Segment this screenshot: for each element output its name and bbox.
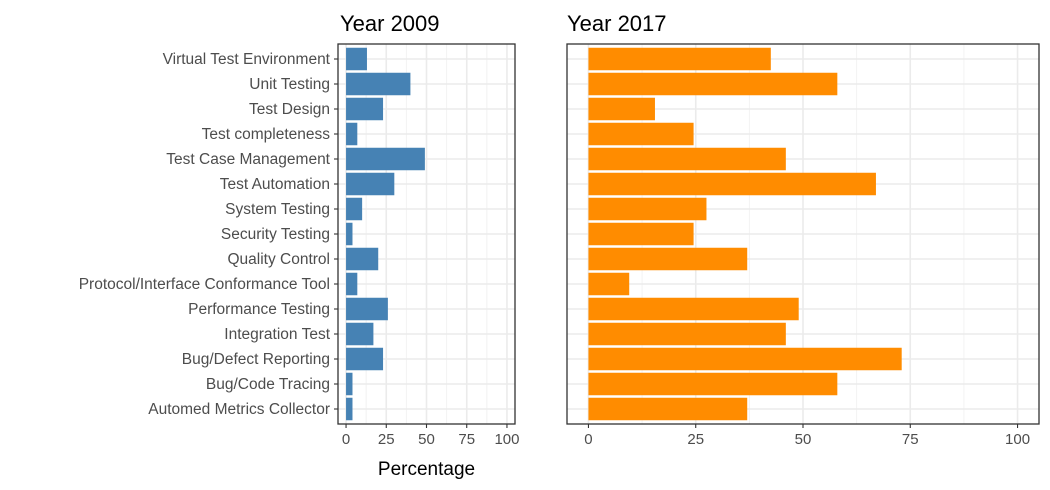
bar [346, 172, 395, 196]
bar [346, 372, 353, 396]
x-tick-label: 100 [494, 431, 519, 448]
category-label: Security Testing [221, 226, 330, 243]
bar [588, 72, 838, 96]
bar [346, 397, 353, 421]
chart-title: Year 2017 [567, 11, 667, 36]
x-tick-label: 75 [902, 431, 919, 448]
bar [588, 222, 694, 246]
bar [346, 147, 425, 171]
bar [588, 197, 707, 221]
bar [588, 122, 694, 146]
category-label: Unit Testing [249, 76, 330, 93]
category-label: Integration Test [224, 326, 330, 343]
category-label: Test completeness [202, 126, 331, 143]
category-label: Bug/Code Tracing [206, 376, 330, 393]
chart-title: Year 2009 [340, 11, 440, 36]
category-label: Quality Control [227, 251, 330, 268]
x-tick-label: 75 [458, 431, 475, 448]
category-label: Test Case Management [166, 151, 330, 168]
bar [588, 322, 786, 346]
category-label: System Testing [225, 201, 330, 218]
bar [346, 322, 374, 346]
x-tick-label: 25 [687, 431, 704, 448]
bar [346, 347, 384, 371]
bar [588, 47, 771, 71]
bar [588, 297, 799, 321]
bar [588, 272, 630, 296]
bar [346, 272, 358, 296]
bar [346, 72, 411, 96]
category-label: Automed Metrics Collector [148, 401, 330, 418]
x-tick-label: 0 [584, 431, 592, 448]
bar [346, 122, 358, 146]
bar [588, 247, 748, 271]
bar [588, 147, 786, 171]
bar [588, 97, 655, 121]
chart-panel-2: 0 25 50 75 100 Year 2017 [566, 11, 1040, 448]
category-label: Protocol/Interface Conformance Tool [79, 276, 330, 293]
bar [346, 197, 363, 221]
x-tick-label: 50 [795, 431, 812, 448]
bar [346, 297, 388, 321]
bar [346, 222, 353, 246]
category-label: Test Design [249, 101, 330, 118]
category-label: Performance Testing [188, 301, 330, 318]
bar [588, 372, 838, 396]
bar [588, 397, 748, 421]
x-axis-label: Percentage [378, 459, 475, 480]
category-label: Test Automation [220, 176, 330, 193]
bar [588, 347, 902, 371]
category-label: Bug/Defect Reporting [182, 351, 330, 368]
x-tick-label: 100 [1005, 431, 1030, 448]
bar [346, 47, 367, 71]
bar [346, 247, 379, 271]
category-label: Virtual Test Environment [163, 51, 331, 68]
bar [588, 172, 876, 196]
x-tick-label: 50 [418, 431, 435, 448]
chart-panel-1: 0 25 50 75 100 Virtual Test Environment Unit T… [79, 11, 520, 480]
x-tick-label: 25 [378, 431, 395, 448]
bar [346, 97, 384, 121]
x-tick-label: 0 [342, 431, 350, 448]
